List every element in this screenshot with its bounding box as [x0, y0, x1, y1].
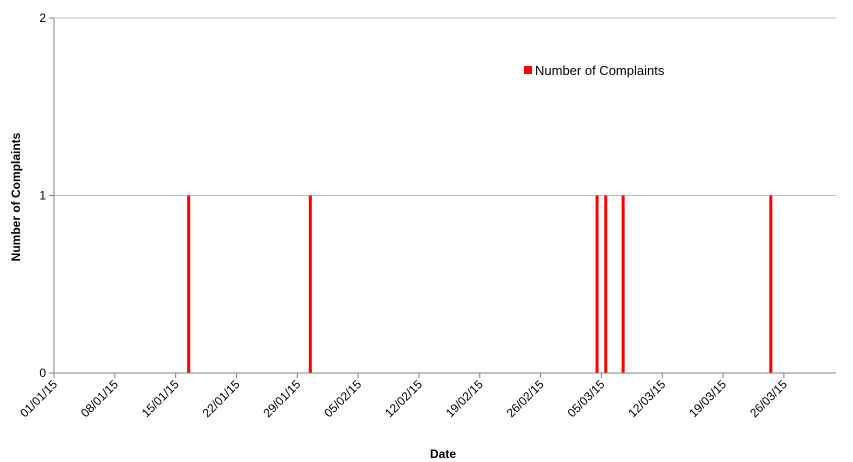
x-tick-label: 29/01/15	[260, 377, 303, 420]
x-tick-label: 26/02/15	[504, 377, 547, 420]
x-tick-label: 22/01/15	[200, 377, 243, 420]
x-tick-label: 05/02/15	[321, 377, 364, 420]
bar	[769, 195, 773, 373]
bar	[308, 195, 312, 373]
x-tick-label: 15/01/15	[139, 377, 182, 420]
gridlines	[54, 17, 836, 196]
x-tick-labels: 01/01/15 08/01/15 15/01/15 22/01/15 29/01/15…	[17, 373, 790, 420]
y-tick-labels: 0 1 2	[39, 11, 54, 380]
bars	[187, 195, 773, 373]
x-tick-label: 12/03/15	[625, 377, 668, 420]
x-axis-title: Date	[430, 447, 456, 461]
legend-swatch	[524, 66, 532, 74]
x-tick-label: 19/02/15	[443, 377, 486, 420]
x-tick-label: 19/03/15	[686, 377, 729, 420]
bar	[604, 195, 608, 373]
y-tick-label: 0	[39, 366, 46, 380]
legend: Number of Complaints	[524, 63, 665, 78]
y-tick-label: 2	[39, 11, 46, 25]
x-tick-label: 12/02/15	[382, 377, 425, 420]
bar	[595, 195, 599, 373]
legend-label: Number of Complaints	[535, 63, 665, 78]
bar	[621, 195, 625, 373]
x-tick-label: 08/01/15	[78, 377, 121, 420]
x-tick-label: 26/03/15	[747, 377, 790, 420]
bar	[187, 195, 191, 373]
x-tick-label: 01/01/15	[17, 377, 60, 420]
x-tick-label: 05/03/15	[565, 377, 608, 420]
y-axis-title: Number of Complaints	[9, 132, 23, 261]
y-tick-label: 1	[39, 189, 46, 203]
